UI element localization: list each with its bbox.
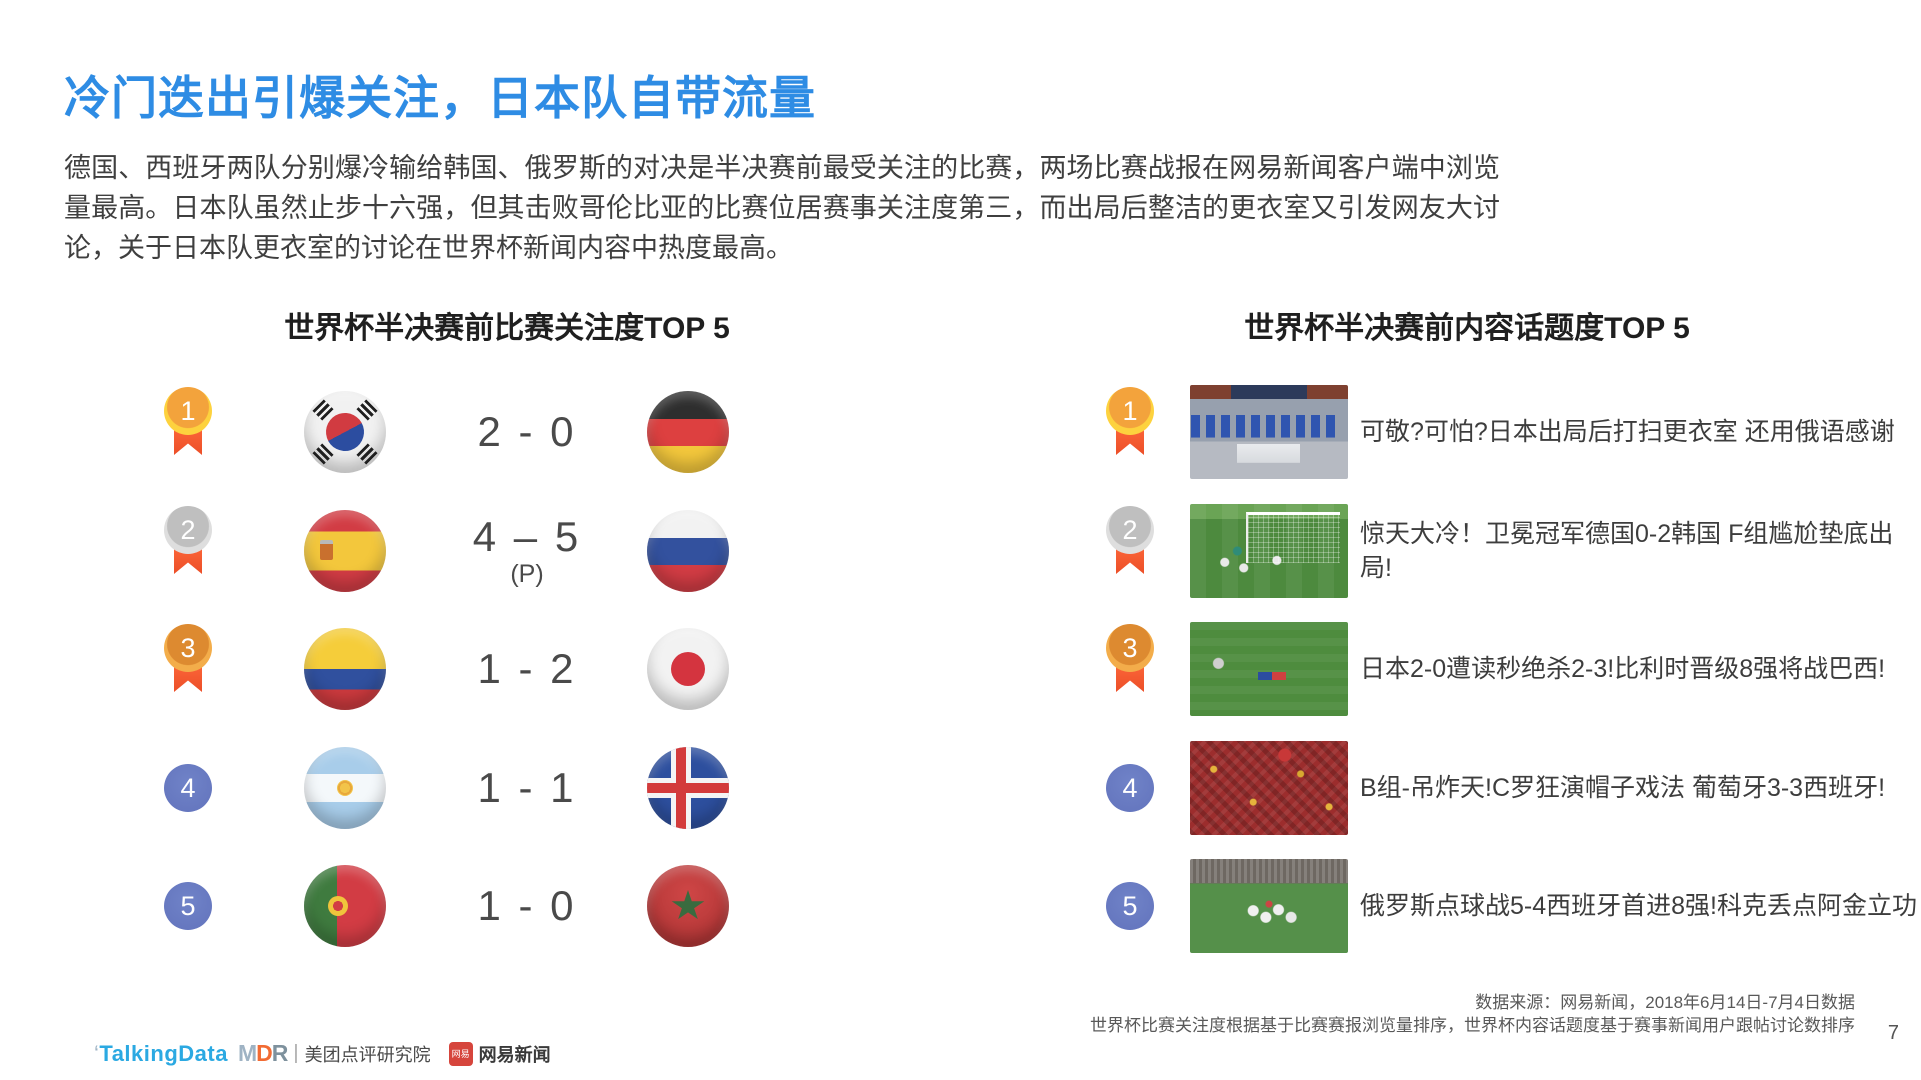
netease-news-logo: 网易新闻: [478, 1044, 551, 1065]
flag-japan-icon: [647, 628, 729, 710]
match-score: 2 - 0: [477, 408, 577, 455]
rank-5-badge-icon: 5: [164, 882, 212, 930]
rank-number: 4: [1106, 764, 1154, 812]
flag-colombia-icon: [304, 628, 386, 710]
intro-paragraph: 德国、西班牙两队分别爆冷输给韩国、俄罗斯的对决是半决赛前最受关注的比赛，两场比赛…: [64, 153, 1500, 263]
rank-3-medal-icon: 3: [164, 624, 212, 710]
match-score: 4 – 5 (P): [472, 513, 582, 589]
news-headline: 俄罗斯点球战5-4西班牙首进8强!科克丢点阿金立功: [1360, 892, 1917, 920]
match-score: 1 - 2: [477, 645, 577, 692]
match-score: 1 - 1: [477, 764, 577, 811]
news-headline: 惊天大冷！卫冕冠军德国0-2韩国 F组尴尬垫底出局!: [1360, 520, 1894, 582]
rank-number: 2: [164, 506, 212, 554]
news-headline: 可敬?可怕?日本出局后打扫更衣室 还用俄语感谢: [1360, 418, 1895, 446]
flag-argentina-icon: [304, 747, 386, 829]
rank-number: 5: [1106, 882, 1154, 930]
footer-logos: ‘TalkingData MDR | 美团点评研究院 网易 网易新闻: [94, 1040, 551, 1067]
mdr-logo: MDR: [237, 1040, 288, 1066]
netease-badge-icon: 网易: [448, 1041, 473, 1066]
talkingdata-logo: ‘TalkingData: [94, 1040, 228, 1066]
news-thumbnail-portugal-spain-fans: [1190, 741, 1348, 835]
rank-number: 5: [164, 882, 212, 930]
penalty-note: (P): [510, 560, 544, 588]
news-headline: B组-吊炸天!C罗狂演帽子戏法 葡萄牙3-3西班牙!: [1360, 774, 1886, 802]
rank-row-5: 5 1 - 0 5 俄罗斯点球战5-4西班牙首进8强!科克丢点阿金立功: [0, 859, 1921, 953]
pentagram-star-icon: [671, 890, 705, 920]
flag-south-korea-icon: [304, 391, 386, 473]
rank-4-badge-icon: 4: [1106, 764, 1154, 812]
rank-row-4: 4 1 - 1 4 B组-吊炸天!C罗狂演帽子戏法 葡萄牙3-3西班牙!: [0, 741, 1921, 835]
news-thumbnail-germany-korea-goal: [1190, 504, 1348, 598]
rank-number: 4: [164, 764, 212, 812]
flag-iceland-icon: [647, 747, 729, 829]
rank-1-medal-icon: 1: [164, 387, 212, 473]
rank-number: 3: [164, 624, 212, 672]
news-thumbnail-japan-belgium-pitch: [1190, 622, 1348, 716]
right-panel-title: 世界杯半决赛前内容话题度TOP 5: [1244, 312, 1690, 345]
ranking-method-note: 世界杯比赛关注度根据基于比赛赛报浏览量排序，世界杯内容话题度基于赛事新闻用户跟帖…: [1090, 1016, 1855, 1035]
meituan-dianping-institute-logo: 美团点评研究院: [304, 1044, 431, 1065]
news-thumbnail-russia-spain-celebration: [1190, 859, 1348, 953]
flag-portugal-icon: [304, 865, 386, 947]
rank-row-1: 1 2 - 0 1 可敬?可怕?日本出局后打扫更衣室 还用俄语感谢: [0, 385, 1921, 479]
news-thumbnail-japan-locker-room: [1190, 385, 1348, 479]
rank-4-badge-icon: 4: [164, 764, 212, 812]
match-score: 1 - 0: [477, 882, 577, 929]
rank-3-medal-icon: 3: [1106, 624, 1154, 710]
flag-spain-icon: [304, 510, 386, 592]
logo-separator: |: [293, 1042, 299, 1064]
rank-1-medal-icon: 1: [1106, 387, 1154, 473]
data-source-line: 数据来源：网易新闻，2018年6月14日-7月4日数据: [1475, 993, 1855, 1012]
page-number: 7: [1887, 1022, 1899, 1044]
rank-2-medal-icon: 2: [164, 506, 212, 592]
rank-5-badge-icon: 5: [1106, 882, 1154, 930]
rank-row-2: 2 4 – 5 (P) 2 惊天大冷！卫冕冠军德国0-2韩国 F组尴尬垫底出局!: [0, 504, 1921, 598]
rank-number: 1: [164, 387, 212, 435]
rank-2-medal-icon: 2: [1106, 506, 1154, 592]
rank-number: 2: [1106, 506, 1154, 554]
flag-morocco-icon: [647, 865, 729, 947]
flag-germany-icon: [647, 391, 729, 473]
rank-row-3: 3 1 - 2 3 日本2-0遭读秒绝杀2-3!比利时晋级8强将战巴西!: [0, 622, 1921, 716]
left-panel-title: 世界杯半决赛前比赛关注度TOP 5: [284, 312, 730, 345]
flag-russia-icon: [647, 510, 729, 592]
page-title: 冷门迭出引爆关注，日本队自带流量: [64, 72, 816, 124]
rank-number: 1: [1106, 387, 1154, 435]
news-headline: 日本2-0遭读秒绝杀2-3!比利时晋级8强将战巴西!: [1360, 655, 1886, 683]
rank-number: 3: [1106, 624, 1154, 672]
